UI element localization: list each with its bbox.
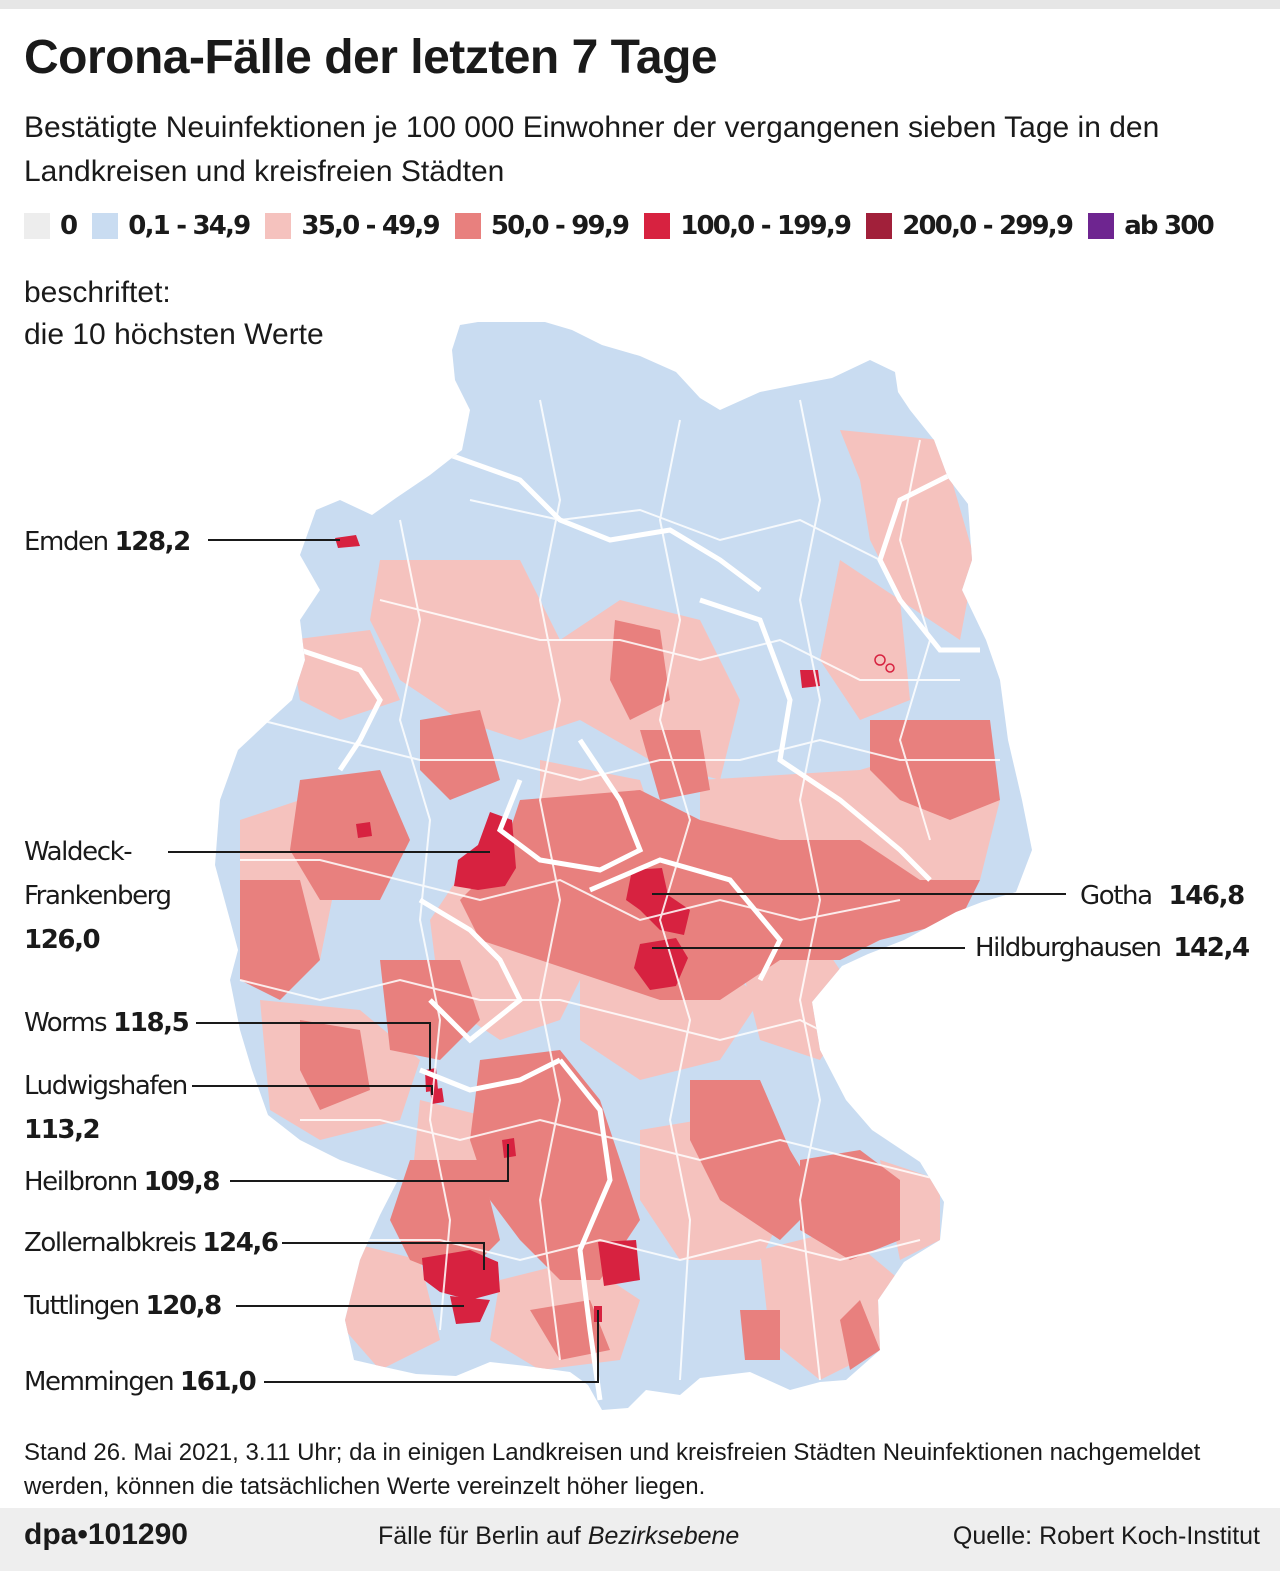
label-hildburghausen-value: 142,4 xyxy=(1173,933,1250,963)
label-worms-value: 118,5 xyxy=(113,1008,190,1038)
legend-label: 0 xyxy=(60,211,78,241)
label-ludwigshafen-value: 113,2 xyxy=(24,1115,101,1145)
label-hildburghausen-name: Hildburghausen xyxy=(975,933,1162,963)
legend-swatch xyxy=(454,213,481,239)
label-zollernalb-value: 124,6 xyxy=(202,1228,279,1258)
legend-item-50: 50,0 - 99,9 xyxy=(454,211,630,241)
legend-swatch xyxy=(644,213,671,239)
footnote: Stand 26. Mai 2021, 3.11 Uhr; da in eini… xyxy=(24,1439,1201,1500)
label-worms-name: Worms xyxy=(24,1008,108,1038)
label-waldeck-frankenberg: Waldeck- Frankenberg 126,0 xyxy=(24,830,172,962)
label-gotha-value: 146,8 xyxy=(1168,881,1246,911)
footer-berlin-text: Fälle für Berlin auf xyxy=(378,1522,581,1550)
top-bar xyxy=(0,0,1280,9)
label-heilbronn: Heilbronn 109,8 xyxy=(24,1160,221,1204)
legend-item-zero: 0 xyxy=(24,211,78,241)
footer-berlin-italic: Bezirksebene xyxy=(587,1522,740,1550)
footer-source: Quelle: Robert Koch-Institut xyxy=(952,1522,1260,1550)
legend-label: 200,0 - 299,9 xyxy=(902,211,1074,241)
legend-label: ab 300 xyxy=(1124,211,1214,241)
label-memmingen: Memmingen 161,0 xyxy=(24,1360,257,1404)
legend-swatch xyxy=(1088,213,1115,239)
germany-map xyxy=(168,322,1066,1410)
label-emden-value: 128,2 xyxy=(114,527,192,557)
label-zollernalbkreis: Zollernalbkreis 124,6 xyxy=(24,1221,279,1265)
label-memmingen-value: 161,0 xyxy=(180,1367,257,1397)
legend-item-300: ab 300 xyxy=(1088,211,1215,241)
label-waldeck-name-line1: Waldeck- xyxy=(24,837,133,867)
label-note-line1: beschriftet: xyxy=(24,276,171,309)
legend: 0 0,1 - 34,9 35,0 - 49,9 50,0 - 99,9 100… xyxy=(24,206,1229,246)
label-waldeck-value: 126,0 xyxy=(24,925,101,955)
label-tuttlingen: Tuttlingen 120,8 xyxy=(24,1284,223,1328)
legend-swatch xyxy=(866,213,893,239)
label-note-line2: die 10 höchsten Werte xyxy=(24,318,324,351)
label-gotha: Gotha 146,8 xyxy=(1080,874,1246,918)
label-zollernalb-name: Zollernalbkreis xyxy=(24,1228,197,1258)
footer-berlin-note: Fälle für Berlin auf Bezirksebene xyxy=(378,1522,739,1551)
label-worms: Worms 118,5 xyxy=(24,1001,190,1045)
legend-swatch xyxy=(265,213,292,239)
legend-item-200: 200,0 - 299,9 xyxy=(866,211,1074,241)
legend-label: 35,0 - 49,9 xyxy=(301,211,440,241)
legend-item-35: 35,0 - 49,9 xyxy=(265,211,441,241)
legend-item-100: 100,0 - 199,9 xyxy=(644,211,852,241)
label-tuttlingen-name: Tuttlingen xyxy=(24,1291,140,1321)
label-heilbronn-value: 109,8 xyxy=(143,1167,221,1197)
legend-label: 0,1 - 34,9 xyxy=(128,211,251,241)
dpa-logo: dpa•101290 xyxy=(24,1518,188,1551)
page-title: Corona-Fälle der letzten 7 Tage xyxy=(24,31,718,84)
legend-swatch xyxy=(24,213,50,239)
label-hildburghausen: Hildburghausen 142,4 xyxy=(975,926,1250,970)
label-gotha-name: Gotha xyxy=(1080,881,1153,911)
label-waldeck-name-line2: Frankenberg xyxy=(24,881,172,911)
label-emden: Emden 128,2 xyxy=(24,520,192,564)
legend-label: 50,0 - 99,9 xyxy=(490,211,630,241)
label-ludwigshafen: Ludwigshafen 113,2 xyxy=(24,1064,188,1152)
page-subtitle: Bestätigte Neuinfektionen je 100 000 Ein… xyxy=(24,111,1160,188)
label-emden-name: Emden xyxy=(24,527,109,557)
legend-swatch xyxy=(92,213,119,239)
label-ludwigshafen-name: Ludwigshafen xyxy=(24,1071,188,1101)
footer: dpa•101290 Fälle für Berlin auf Bezirkse… xyxy=(0,1508,1280,1571)
legend-label: 100,0 - 199,9 xyxy=(680,211,852,241)
label-note: beschriftet: die 10 höchsten Werte xyxy=(24,272,324,356)
legend-item-low: 0,1 - 34,9 xyxy=(92,211,251,241)
label-tuttlingen-value: 120,8 xyxy=(145,1291,223,1321)
label-memmingen-name: Memmingen xyxy=(24,1367,175,1397)
label-heilbronn-name: Heilbronn xyxy=(24,1167,138,1197)
